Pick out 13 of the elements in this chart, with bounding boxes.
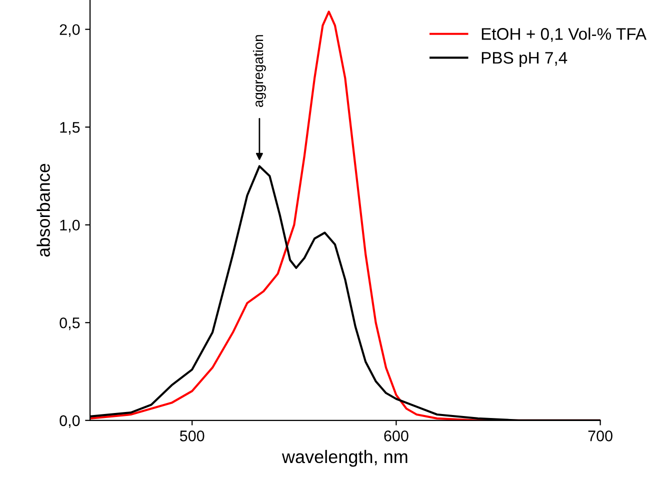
y-axis-title: absorbance bbox=[36, 164, 50, 257]
legend-label: PBS pH 7,4 bbox=[482, 52, 568, 68]
y-tick-label: 1,5 bbox=[60, 122, 80, 135]
x-tick-label: 700 bbox=[588, 430, 612, 442]
x-tick-label: 600 bbox=[384, 430, 408, 442]
y-tick-label: 0,5 bbox=[60, 317, 80, 330]
y-tick-label: 2,0 bbox=[60, 24, 80, 37]
annotation: aggregation bbox=[252, 35, 266, 107]
y-tick-label: 1,0 bbox=[60, 220, 80, 232]
y-tick-label: 0,0 bbox=[60, 415, 80, 428]
x-tick-label: 500 bbox=[180, 430, 204, 442]
x-axis-title: wavelength, nm bbox=[282, 450, 408, 467]
legend-label: EtOH + 0,1 Vol-% TFA bbox=[482, 28, 646, 42]
